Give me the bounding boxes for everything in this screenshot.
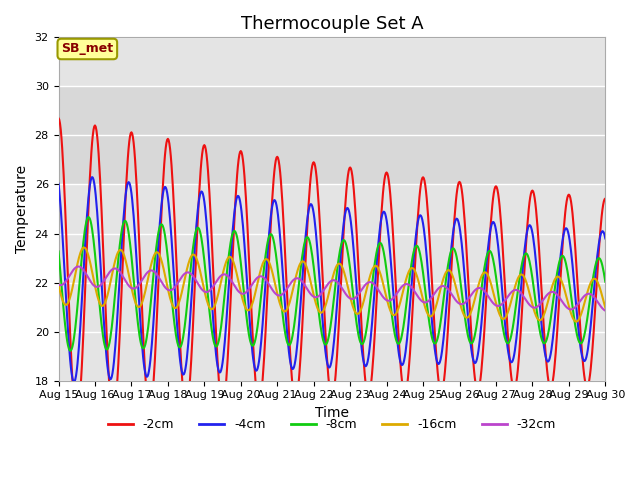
-4cm bbox=[70, 379, 77, 385]
-32cm bbox=[140, 274, 148, 280]
-2cm bbox=[140, 346, 148, 351]
-4cm bbox=[602, 236, 609, 241]
Title: Thermocouple Set A: Thermocouple Set A bbox=[241, 15, 423, 33]
Y-axis label: Temperature: Temperature bbox=[15, 165, 29, 253]
-16cm bbox=[297, 260, 305, 266]
-16cm bbox=[54, 281, 62, 287]
-4cm bbox=[599, 228, 607, 234]
-2cm bbox=[54, 115, 62, 121]
-8cm bbox=[466, 339, 474, 345]
-2cm bbox=[465, 290, 473, 296]
-8cm bbox=[298, 260, 305, 266]
-16cm bbox=[572, 319, 580, 324]
-16cm bbox=[599, 297, 607, 302]
-4cm bbox=[298, 291, 305, 297]
Legend: -2cm, -4cm, -8cm, -16cm, -32cm: -2cm, -4cm, -8cm, -16cm, -32cm bbox=[103, 413, 561, 436]
-8cm bbox=[378, 243, 386, 249]
-8cm bbox=[602, 279, 609, 285]
Line: -32cm: -32cm bbox=[58, 266, 605, 311]
-8cm bbox=[141, 344, 148, 350]
-16cm bbox=[602, 305, 609, 311]
-8cm bbox=[445, 259, 452, 265]
Text: SB_met: SB_met bbox=[61, 43, 113, 56]
-32cm bbox=[444, 286, 452, 292]
-16cm bbox=[140, 294, 148, 300]
-2cm bbox=[378, 209, 385, 215]
-16cm bbox=[465, 313, 473, 319]
-16cm bbox=[80, 245, 88, 251]
-4cm bbox=[466, 333, 474, 338]
-2cm bbox=[73, 418, 81, 423]
-16cm bbox=[444, 267, 452, 273]
-8cm bbox=[84, 214, 92, 220]
-8cm bbox=[67, 348, 74, 354]
-32cm bbox=[598, 305, 606, 311]
Line: -4cm: -4cm bbox=[58, 177, 605, 382]
Line: -16cm: -16cm bbox=[58, 248, 605, 322]
Line: -2cm: -2cm bbox=[58, 118, 605, 420]
Bar bbox=[58, 86, 605, 184]
-8cm bbox=[54, 249, 62, 254]
-32cm bbox=[54, 282, 62, 288]
X-axis label: Time: Time bbox=[315, 406, 349, 420]
-16cm bbox=[378, 275, 385, 280]
Line: -8cm: -8cm bbox=[58, 217, 605, 351]
-32cm bbox=[378, 292, 385, 298]
-2cm bbox=[444, 328, 452, 334]
-4cm bbox=[445, 276, 452, 282]
-4cm bbox=[54, 181, 62, 187]
-8cm bbox=[599, 266, 607, 272]
-32cm bbox=[74, 264, 82, 269]
-4cm bbox=[88, 174, 96, 180]
-4cm bbox=[378, 212, 386, 217]
-2cm bbox=[602, 196, 609, 202]
-2cm bbox=[297, 354, 305, 360]
-32cm bbox=[602, 308, 609, 313]
-2cm bbox=[598, 207, 606, 213]
-32cm bbox=[465, 295, 473, 301]
-4cm bbox=[141, 366, 148, 372]
-32cm bbox=[297, 277, 305, 283]
